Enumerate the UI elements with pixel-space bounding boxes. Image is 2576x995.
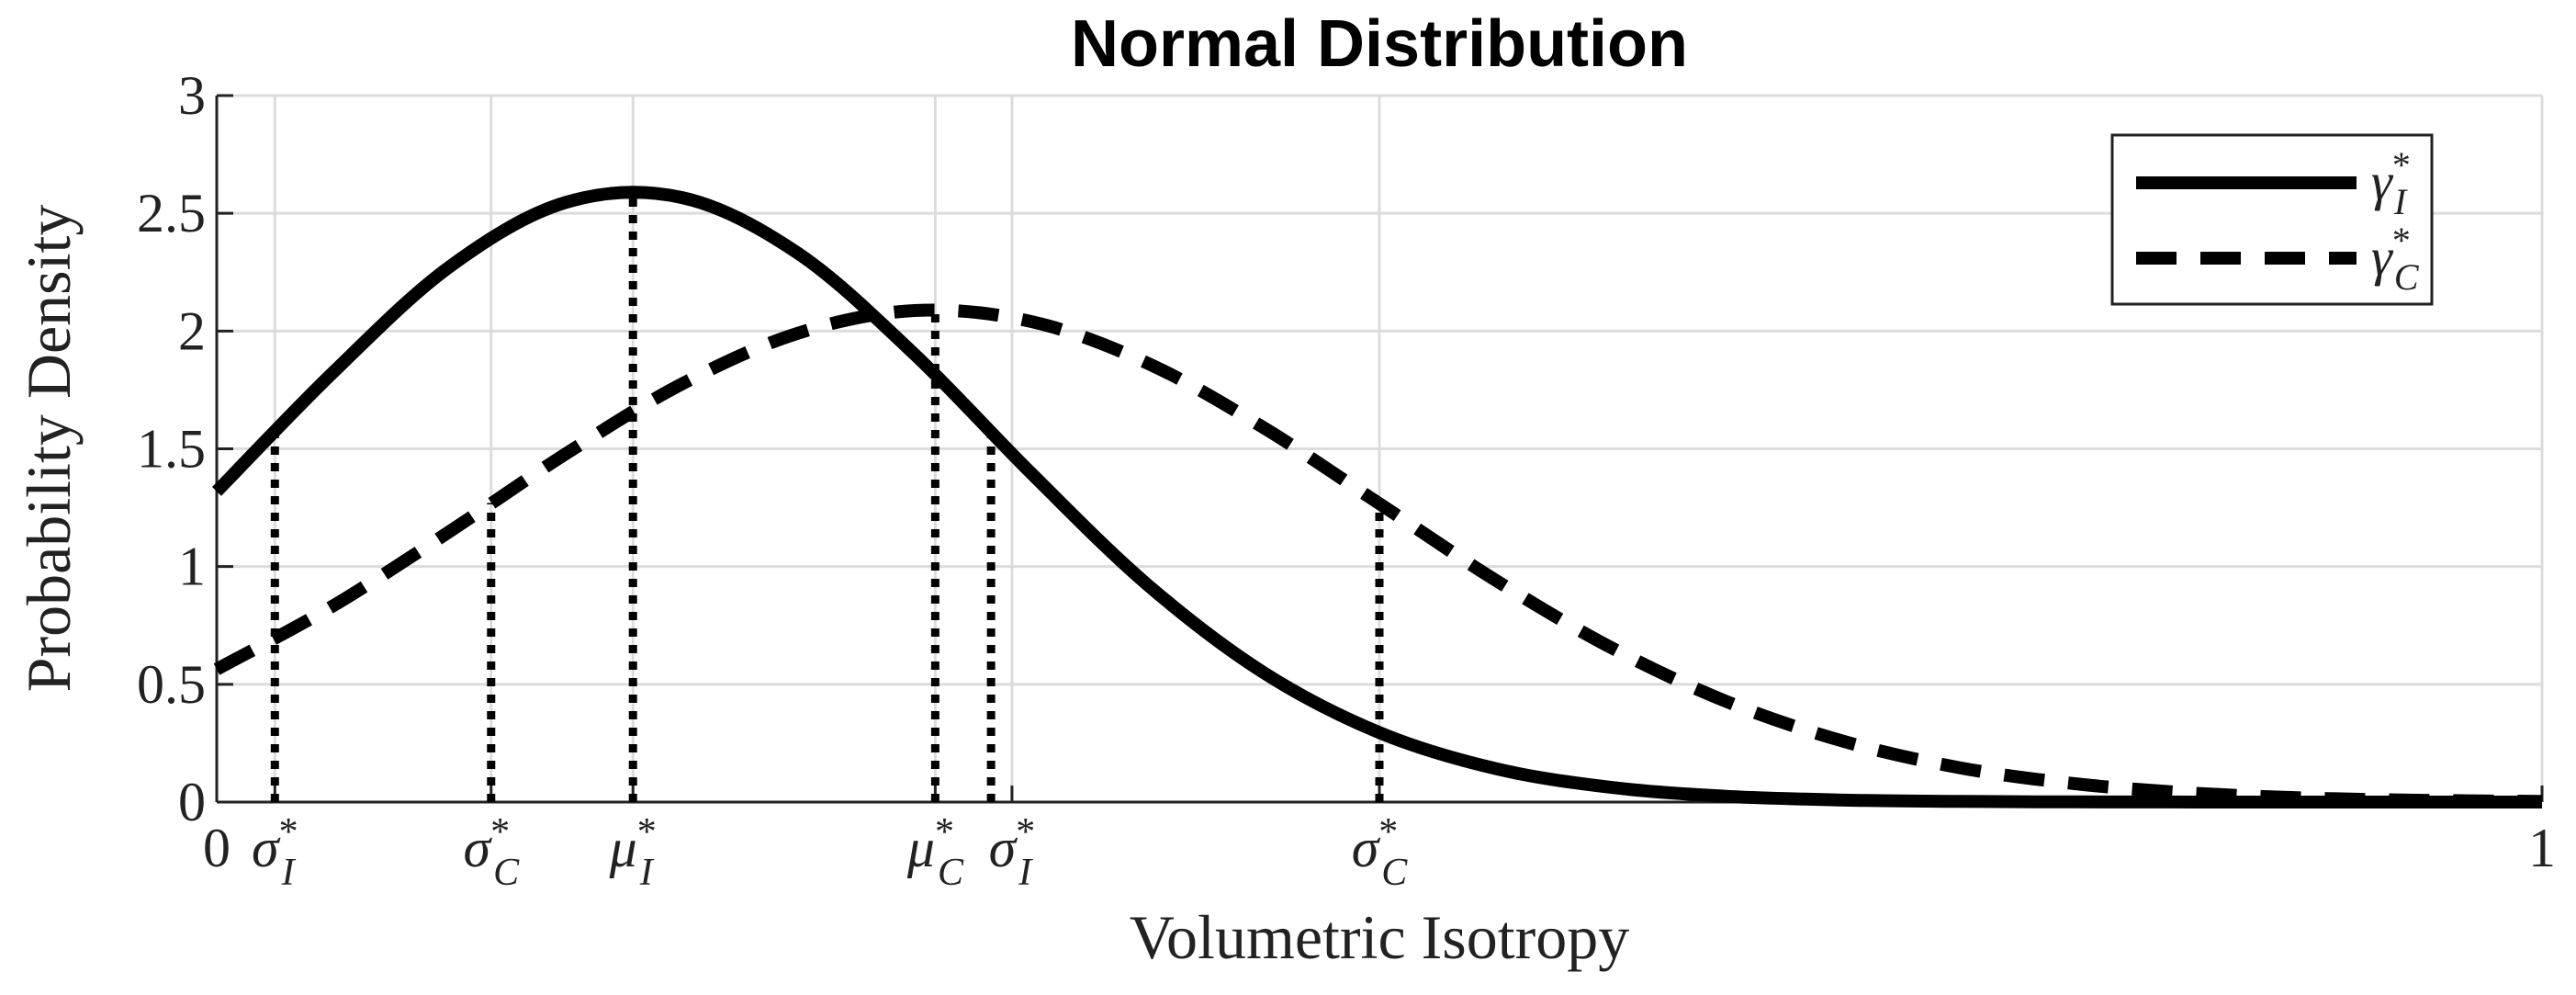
x-tick-label: σ* C [463, 811, 520, 894]
x-tick-label-main: σ [463, 818, 492, 878]
x-axis-label: Volumetric Isotropy [1130, 902, 1630, 972]
legend-label: γ* I [2371, 144, 2411, 222]
x-tick-label: 0 [203, 818, 231, 878]
y-tick-label: 2.5 [137, 183, 206, 243]
x-tick-label-sub: I [1018, 852, 1033, 894]
x-tick-label-main: σ [252, 818, 281, 878]
chart-title: Normal Distribution [1071, 7, 1688, 81]
x-tick-label-sup: * [1378, 811, 1398, 854]
x-tick-label: 1 [2528, 818, 2556, 878]
series-line [213, 303, 2543, 808]
x-tick-label-main: σ [989, 818, 1018, 878]
y-axis-label: Probability Density [14, 205, 84, 693]
x-tick-label-main: μ [609, 818, 637, 878]
series-line [211, 186, 2542, 809]
x-tick-label-sup: * [279, 811, 298, 854]
y-tick-label: 2 [178, 300, 206, 361]
x-tick-label: μ* I [609, 811, 657, 894]
x-tick-label-sub: I [639, 852, 655, 894]
x-tick-label-sup: * [1016, 811, 1035, 854]
legend-label-main: γ [2371, 227, 2394, 287]
y-tick-label: 0.5 [137, 654, 206, 715]
y-tick-label: 3 [178, 65, 206, 126]
x-tick-label-main: μ [906, 818, 935, 878]
x-tick-label-sup: * [935, 811, 954, 854]
x-tick-label: μ* C [906, 811, 964, 894]
x-tick-label: σ* I [252, 811, 298, 894]
x-tick-label-sub: I [281, 852, 297, 894]
x-tick-label-sup: * [490, 811, 510, 854]
legend-label-main: γ [2371, 152, 2394, 211]
legend-label: γ* C [2371, 220, 2420, 298]
legend-label-sup: * [2392, 144, 2411, 186]
y-tick-label: 1 [178, 537, 206, 597]
y-tick-label: 0 [178, 772, 206, 832]
legend-label-sub: I [2393, 181, 2408, 222]
legend-label-sup: * [2392, 220, 2411, 261]
y-tick-label: 1.5 [137, 419, 206, 480]
legend-label-sub: C [2394, 256, 2420, 298]
x-tick-label: σ* I [989, 811, 1036, 894]
x-tick-label-sup: * [637, 811, 657, 854]
x-tick-label-sub: C [1381, 852, 1408, 894]
x-tick-label-sub: C [938, 852, 964, 894]
legend-box [2110, 133, 2434, 306]
x-tick-label-sub: C [493, 852, 520, 894]
x-tick-label: σ* C [1352, 811, 1409, 894]
x-tick-label-main: σ [1352, 818, 1381, 878]
